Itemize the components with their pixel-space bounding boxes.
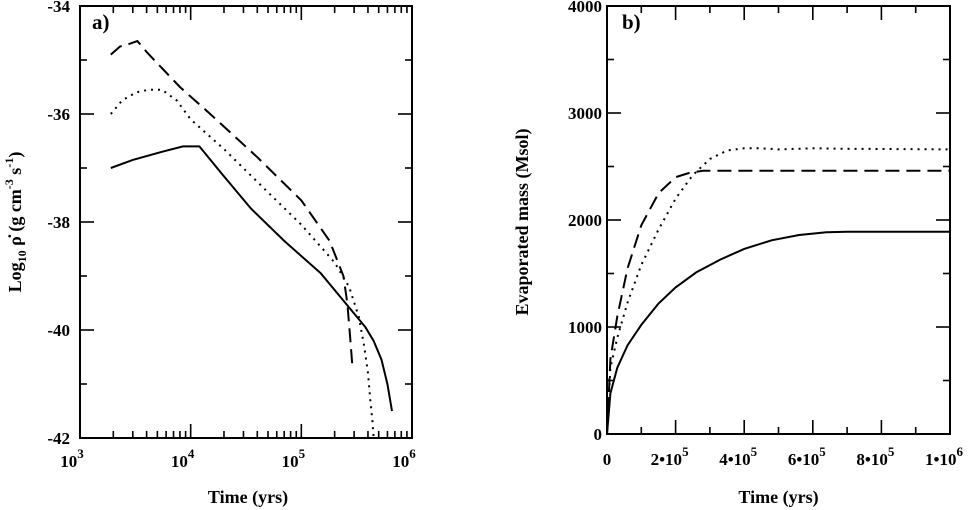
x-tick-label-a: 103	[60, 446, 84, 471]
x-tick-label-a: 106	[392, 446, 416, 471]
y-axis-label-b: Evaporated mass (Msol)	[512, 129, 533, 316]
plot-frame-b	[606, 5, 951, 435]
x-tick-label-b: 4•105	[719, 444, 757, 469]
x-axis-label-b: Time (yrs)	[738, 487, 818, 508]
panel-label-b: b)	[622, 10, 641, 34]
y-tick-label-a: -34	[47, 0, 70, 16]
y-tick-label-b: 3000	[568, 104, 602, 123]
y-axis-label-a: Log10 ρ̇ (g cm-3 s-1)	[2, 152, 29, 293]
panel-a: 103 104 105 106 -34 -36 -38 -40 -42 a) Time (yrs) L…	[2, 0, 416, 508]
y-tick-label-b: 4000	[568, 0, 602, 16]
x-tick-label-b: 2•105	[651, 444, 689, 469]
y-tick-label-b: 0	[594, 425, 603, 444]
plot-frame-a	[79, 5, 413, 439]
series-line-solid-a	[110, 145, 393, 412]
x-tick-label-a: 104	[171, 446, 195, 471]
y-tick-label-a: -42	[47, 429, 70, 448]
x-axis-label-a: Time (yrs)	[208, 487, 288, 508]
y-tick-label-b: 1000	[568, 318, 602, 337]
series-line-dashed-a	[110, 39, 354, 368]
x-tick-label-a: 105	[282, 446, 306, 471]
x-tick-label-b: 1•106	[925, 444, 963, 469]
y-tick-label-a: -36	[47, 105, 70, 124]
series-line-dotted-a	[110, 88, 375, 439]
y-tick-label-a: -40	[47, 321, 70, 340]
series-line-solid-b	[606, 230, 950, 435]
series-line-dashed-b	[606, 169, 950, 435]
y-tick-label-a: -38	[47, 213, 70, 232]
y-tick-label-b: 2000	[568, 211, 602, 230]
x-tick-label-b: 6•105	[788, 444, 826, 469]
panel-label-a: a)	[92, 10, 110, 34]
x-tick-label-b: 8•105	[856, 444, 894, 469]
panel-b: 0 2•105 4•105 6•105 8•105 1•106 0 1000 2000 3000 4…	[512, 0, 963, 508]
series-line-dotted-b	[606, 147, 951, 435]
x-tick-label-b: 0	[603, 450, 612, 469]
